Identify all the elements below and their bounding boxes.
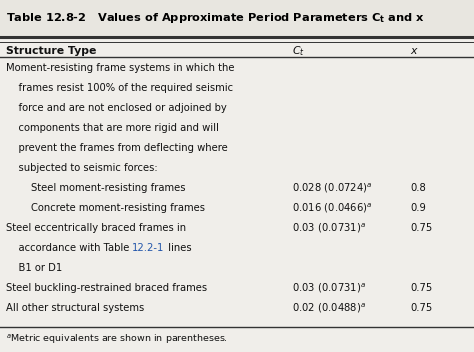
Text: B1 or D1: B1 or D1 [6,263,62,273]
Text: subjected to seismic forces:: subjected to seismic forces: [6,163,157,173]
Text: $\mathit{C_t}$: $\mathit{C_t}$ [292,44,304,58]
Text: components that are more rigid and will: components that are more rigid and will [6,123,219,133]
Text: 0.75: 0.75 [410,303,432,313]
Text: 0.75: 0.75 [410,223,432,233]
Text: Concrete moment-resisting frames: Concrete moment-resisting frames [6,203,205,213]
Text: Moment-resisting frame systems in which the: Moment-resisting frame systems in which … [6,63,234,73]
Text: Steel eccentrically braced frames in: Steel eccentrically braced frames in [6,223,186,233]
Text: frames resist 100% of the required seismic: frames resist 100% of the required seism… [6,83,233,93]
Text: 0.03 (0.0731)$^{a}$: 0.03 (0.0731)$^{a}$ [292,221,365,235]
Text: force and are not enclosed or adjoined by: force and are not enclosed or adjoined b… [6,103,227,113]
Text: 0.02 (0.0488)$^{a}$: 0.02 (0.0488)$^{a}$ [292,302,365,315]
Text: 0.03 (0.0731)$^{a}$: 0.03 (0.0731)$^{a}$ [292,282,365,295]
Text: 0.028 (0.0724)$^{a}$: 0.028 (0.0724)$^{a}$ [292,181,372,195]
Bar [0,0,474,36]
Text: 0.8: 0.8 [410,183,426,193]
Text: lines: lines [164,243,191,253]
Text: 0.9: 0.9 [410,203,426,213]
Text: All other structural systems: All other structural systems [6,303,144,313]
Text: accordance with Table: accordance with Table [6,243,132,253]
Text: Steel moment-resisting frames: Steel moment-resisting frames [6,183,185,193]
Text: 12.2-1: 12.2-1 [132,243,164,253]
Text: prevent the frames from deflecting where: prevent the frames from deflecting where [6,143,228,153]
Text: $\mathit{x}$: $\mathit{x}$ [410,46,419,56]
Text: 0.75: 0.75 [410,283,432,293]
Text: Table 12.8-2   Values of Approximate Period Parameters $\mathbf{C_t}$ and $\math: Table 12.8-2 Values of Approximate Perio… [6,11,425,25]
Text: $^{a}$Metric equivalents are shown in parentheses.: $^{a}$Metric equivalents are shown in pa… [6,332,228,346]
Text: Structure Type: Structure Type [6,46,96,56]
Text: Steel buckling-restrained braced frames: Steel buckling-restrained braced frames [6,283,207,293]
Text: 0.016 (0.0466)$^{a}$: 0.016 (0.0466)$^{a}$ [292,201,372,215]
